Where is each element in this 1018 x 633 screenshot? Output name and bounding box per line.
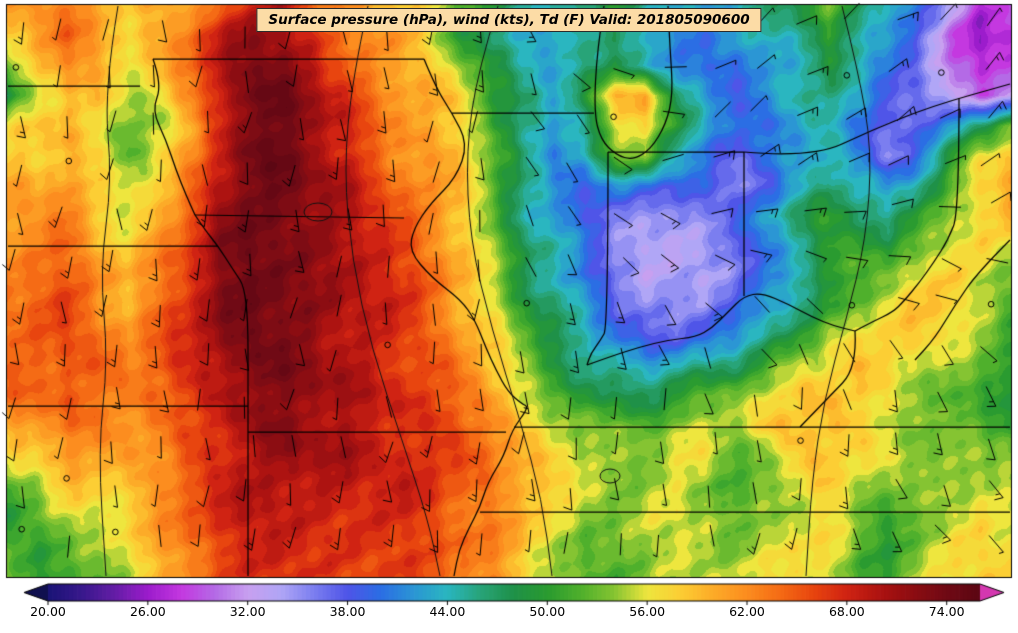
colorbar-tick-label: 68.00 bbox=[828, 604, 865, 619]
map-title-box: Surface pressure (hPa), wind (kts), Td (… bbox=[256, 8, 762, 32]
colorbar-tick-label: 26.00 bbox=[129, 604, 166, 619]
colorbar bbox=[24, 584, 1004, 601]
colorbar-tick-label: 32.00 bbox=[229, 604, 266, 619]
map-title: Surface pressure (hPa), wind (kts), Td (… bbox=[268, 12, 750, 28]
colorbar-tick-label: 50.00 bbox=[529, 604, 566, 619]
colorbar-tick-label: 56.00 bbox=[629, 604, 666, 619]
colorbar-tick-label: 20.00 bbox=[30, 604, 66, 619]
map-area bbox=[7, 5, 1011, 577]
colorbar-tick-label: 44.00 bbox=[429, 604, 466, 619]
colorbar-tick-label: 62.00 bbox=[729, 604, 765, 619]
colorbar-tick-labels: 20.00 26.00 32.00 38.00 44.00 50.00 56.00 62.00… bbox=[0, 604, 1018, 626]
colorbar-tick-label: 38.00 bbox=[329, 604, 366, 619]
colorbar-tick-label: 74.00 bbox=[928, 604, 965, 619]
